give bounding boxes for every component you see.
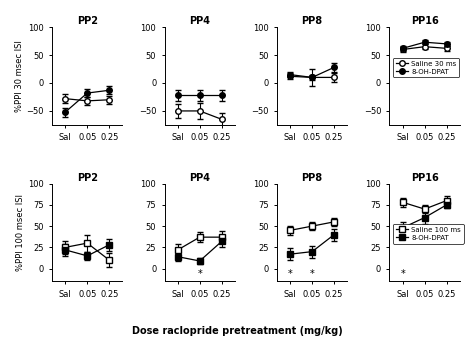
Title: PP4: PP4 — [189, 173, 210, 183]
Title: PP4: PP4 — [189, 16, 210, 26]
Y-axis label: %PPI 30 msec ISI: %PPI 30 msec ISI — [15, 40, 24, 112]
Title: PP8: PP8 — [301, 16, 323, 26]
Title: PP8: PP8 — [301, 173, 323, 183]
Text: *: * — [288, 270, 292, 279]
Title: PP16: PP16 — [411, 173, 438, 183]
Text: *: * — [401, 270, 405, 279]
Text: Dose raclopride pretreatment (mg/kg): Dose raclopride pretreatment (mg/kg) — [132, 326, 342, 336]
Title: PP16: PP16 — [411, 16, 438, 26]
Text: *: * — [310, 270, 315, 279]
Title: PP2: PP2 — [77, 173, 98, 183]
Title: PP2: PP2 — [77, 16, 98, 26]
Text: *: * — [197, 270, 202, 279]
Y-axis label: %PPI 100 msec ISI: %PPI 100 msec ISI — [16, 194, 25, 271]
Legend: Saline 30 ms, 8-OH-DPAT: Saline 30 ms, 8-OH-DPAT — [393, 58, 459, 77]
Legend: Saline 100 ms, 8-OH-DPAT: Saline 100 ms, 8-OH-DPAT — [393, 224, 464, 244]
